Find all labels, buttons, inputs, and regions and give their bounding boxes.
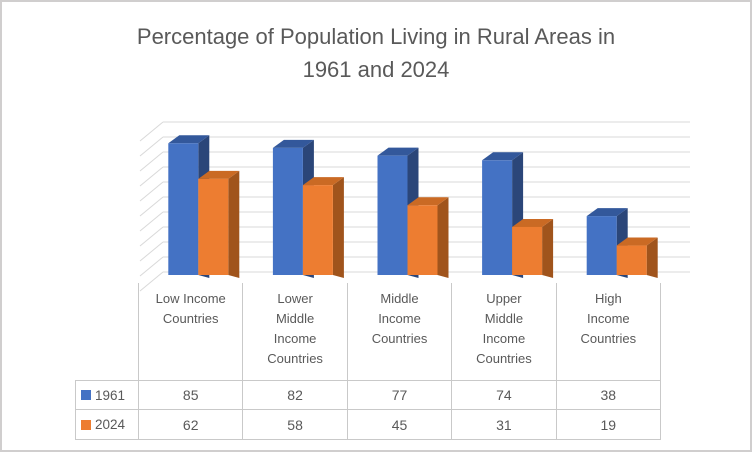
bar-2024-cat2-top xyxy=(407,197,449,206)
bar-2024-cat0-top xyxy=(198,170,240,179)
bar-1961-cat3-front xyxy=(482,160,513,275)
bar-1961-cat1-front xyxy=(272,147,303,275)
bar-1961-cat4-front xyxy=(586,216,617,275)
bar-2024-cat2-side xyxy=(437,197,449,278)
legend-key-swatch xyxy=(81,390,91,400)
chart-title: Percentage of Population Living in Rural… xyxy=(136,24,616,82)
bar-1961-cat3-top xyxy=(482,152,524,161)
category-label: High Income Countries xyxy=(557,283,662,380)
table-value-cell: 19 xyxy=(557,410,661,439)
table-value-cell: 85 xyxy=(139,381,244,410)
gridline-diagonal xyxy=(139,181,164,202)
bar-1961-cat4-top xyxy=(586,208,628,217)
legend-key-swatch xyxy=(81,419,91,430)
gridline-diagonal xyxy=(139,241,164,262)
bar-1961-cat1-top xyxy=(272,139,314,148)
table-value-cell: 62 xyxy=(139,410,244,439)
bar-1961-cat0-front xyxy=(168,143,199,275)
bar-1961-cat0-top xyxy=(168,135,210,144)
legend-label: 1961 xyxy=(95,387,126,403)
bar-2024-cat2-front xyxy=(407,205,438,275)
category-label: Low Income Countries xyxy=(139,283,244,380)
table-value-cell: 58 xyxy=(243,410,348,439)
category-axis: Low Income Countries Lower Middle Income … xyxy=(138,283,662,380)
bar-2024-cat3-front xyxy=(512,226,543,275)
bar-1961-cat2-front xyxy=(377,155,408,275)
category-label: Lower Middle Income Countries xyxy=(243,283,348,380)
table-value-cell: 31 xyxy=(452,410,557,439)
gridline-diagonal xyxy=(139,256,164,277)
bar-2024-cat3-top xyxy=(512,218,554,227)
gridline-diagonal xyxy=(139,196,164,217)
bar-2024-cat1-top xyxy=(302,177,344,186)
gridline-diagonal xyxy=(139,271,164,292)
chart-data-table: 1961 85 82 77 74 38 2024 62 58 45 31 19 xyxy=(75,380,661,440)
table-value-cell: 82 xyxy=(243,381,348,410)
category-label: Middle Income Countries xyxy=(348,283,453,380)
gridline-diagonal xyxy=(139,226,164,247)
bar-2024-cat4-side xyxy=(646,237,658,278)
bar-2024-cat1-side xyxy=(332,177,344,278)
gridline-diagonal xyxy=(139,166,164,187)
table-value-cell: 77 xyxy=(347,381,453,410)
bar-2024-cat3-side xyxy=(542,218,554,278)
table-value-cell: 74 xyxy=(452,381,557,410)
gridline-diagonal xyxy=(139,151,164,172)
bar-2024-cat4-top xyxy=(616,237,658,246)
gridline-diagonal xyxy=(139,136,164,157)
bar-1961-cat2-top xyxy=(377,147,419,156)
bar-2024-cat0-side xyxy=(228,170,240,278)
legend-item-2024: 2024 xyxy=(76,410,139,439)
gridline-diagonal xyxy=(139,121,164,142)
bar-2024-cat0-front xyxy=(198,178,229,275)
category-label: Upper Middle Income Countries xyxy=(452,283,557,380)
legend-label: 2024 xyxy=(95,417,126,432)
table-value-cell: 45 xyxy=(348,410,453,439)
bar-2024-cat1-front xyxy=(302,185,333,275)
table-value-cell: 38 xyxy=(556,381,661,410)
legend-item-1961: 1961 xyxy=(76,381,139,410)
bar-2024-cat4-front xyxy=(616,245,647,275)
gridline-diagonal xyxy=(139,211,164,232)
